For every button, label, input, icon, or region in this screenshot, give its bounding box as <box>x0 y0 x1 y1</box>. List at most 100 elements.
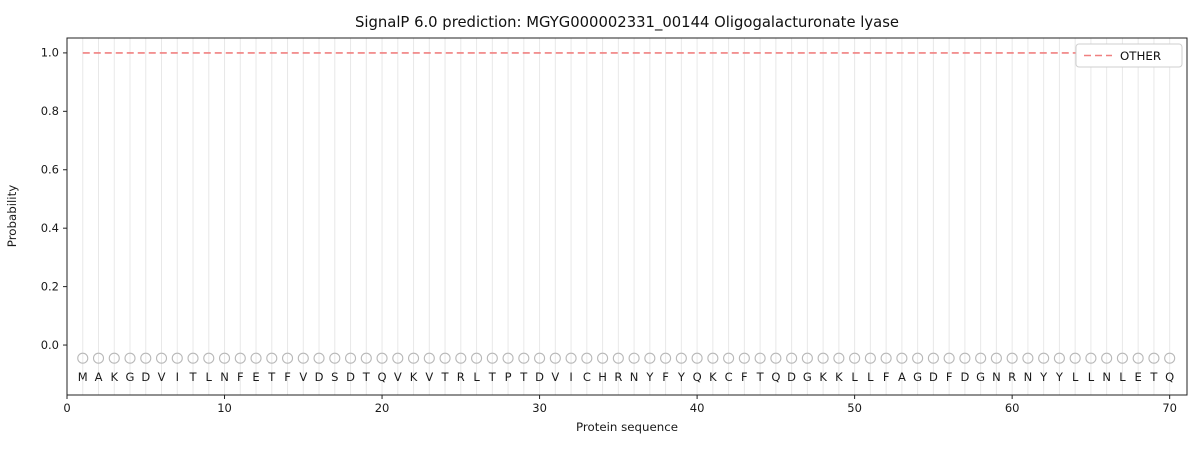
residue-letter: D <box>960 370 969 384</box>
residue-letter: L <box>851 370 858 384</box>
residue-letter: A <box>95 370 103 384</box>
residue-letter: S <box>331 370 338 384</box>
residue-marker <box>360 352 372 364</box>
residue-marker <box>155 352 168 364</box>
residue-marker <box>990 352 1002 364</box>
residue-marker <box>597 352 609 364</box>
x-tick-label: 60 <box>1005 401 1020 415</box>
residue-marker <box>754 352 766 364</box>
residue-marker <box>912 352 924 364</box>
residue-marker <box>1116 352 1128 364</box>
residue-marker <box>880 352 892 364</box>
residue-marker <box>471 352 483 364</box>
residue-marker <box>786 352 798 364</box>
residue-letter: V <box>394 370 402 384</box>
y-tick-label: 0.8 <box>41 104 59 118</box>
residue-marker <box>959 352 971 364</box>
residue-letter: T <box>189 370 198 384</box>
residue-letter: V <box>425 370 433 384</box>
residue-letter: M <box>78 370 88 384</box>
residue-marker <box>1053 352 1065 364</box>
residue-letter: T <box>1149 370 1158 384</box>
residue-marker <box>581 352 593 364</box>
residue-marker <box>518 352 530 364</box>
residue-letter: L <box>1088 370 1095 384</box>
residue-letter: K <box>835 370 843 384</box>
residue-marker <box>1132 352 1144 364</box>
residue-letter: C <box>583 370 591 384</box>
residue-letter: C <box>725 370 733 384</box>
residue-letter: Y <box>1039 370 1048 384</box>
x-tick-label: 20 <box>375 401 390 415</box>
residue-letter: V <box>299 370 307 384</box>
residue-marker <box>738 352 750 364</box>
residue-letter: N <box>1024 370 1033 384</box>
x-tick-label: 50 <box>847 401 862 415</box>
residue-letter: A <box>898 370 906 384</box>
residue-letter: Y <box>645 370 654 384</box>
y-axis-label: Probability <box>5 185 19 247</box>
residue-marker <box>723 352 735 364</box>
residue-marker <box>943 352 955 364</box>
residue-letter: D <box>929 370 938 384</box>
residue-marker <box>565 352 577 364</box>
y-tick-label: 0.4 <box>41 221 59 235</box>
grid-layer <box>82 38 1171 395</box>
residue-letter: T <box>362 370 371 384</box>
x-tick-label: 40 <box>690 401 705 415</box>
chart-title: SignalP 6.0 prediction: MGYG000002331_00… <box>355 14 899 31</box>
residue-marker <box>660 352 672 364</box>
residue-marker <box>833 352 845 364</box>
residue-letter: H <box>598 370 607 384</box>
residue-marker <box>281 352 294 364</box>
y-tick-label: 0.2 <box>41 279 59 293</box>
residue-letter: I <box>176 370 179 384</box>
residue-letter: D <box>787 370 796 384</box>
residue-letter: R <box>1008 370 1016 384</box>
residue-marker <box>455 352 467 364</box>
residue-letter: R <box>614 370 622 384</box>
residue-marker <box>801 352 813 364</box>
residue-marker <box>849 352 861 364</box>
residue-marker <box>502 352 514 364</box>
residue-letter: K <box>110 370 118 384</box>
residue-marker <box>691 352 703 364</box>
residue-marker <box>92 352 105 364</box>
residue-letter: T <box>441 370 450 384</box>
residue-marker <box>124 352 136 364</box>
residue-letter: F <box>662 370 669 384</box>
residue-letter: N <box>1102 370 1111 384</box>
residue-letter: F <box>741 370 748 384</box>
residue-letter: P <box>505 370 512 384</box>
residue-marker <box>1038 352 1050 364</box>
residue-marker <box>329 352 341 364</box>
residue-letter: Q <box>1165 370 1174 384</box>
residue-marker <box>313 352 325 364</box>
residue-letter: N <box>992 370 1001 384</box>
residue-letter: L <box>867 370 874 384</box>
residue-marker <box>1006 352 1018 364</box>
legend: OTHER <box>1075 43 1183 68</box>
residue-marker <box>1085 352 1097 364</box>
residue-letter: D <box>535 370 544 384</box>
residue-marker <box>628 352 640 364</box>
legend-box <box>1075 43 1183 68</box>
residue-letter: L <box>1119 370 1126 384</box>
y-tick-label: 1.0 <box>41 46 59 60</box>
residue-marker <box>266 352 278 364</box>
residue-marker <box>77 352 89 364</box>
residue-marker <box>817 352 829 364</box>
residue-marker <box>408 352 420 364</box>
residue-marker <box>108 352 120 364</box>
residue-marker <box>203 352 215 364</box>
residue-marker <box>927 352 939 364</box>
x-tick-label: 70 <box>1162 401 1177 415</box>
residue-marker <box>297 352 309 364</box>
residue-marker <box>549 352 561 364</box>
residue-letter: T <box>267 370 276 384</box>
residue-marker <box>864 352 876 364</box>
legend-label-other: OTHER <box>1120 49 1161 63</box>
residue-marker-layer <box>77 352 1176 364</box>
residue-letter: F <box>237 370 244 384</box>
residue-marker <box>1148 352 1160 364</box>
